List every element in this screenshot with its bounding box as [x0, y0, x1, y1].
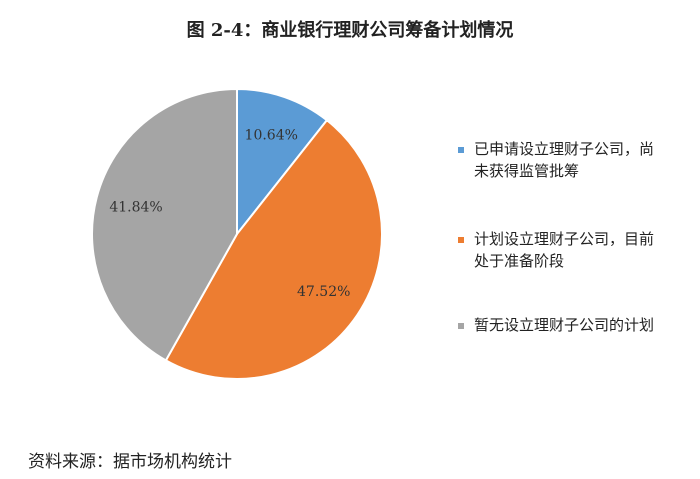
legend-label: 暂无设立理财子公司的计划 — [474, 316, 655, 334]
data-label: 41.84% — [109, 200, 162, 216]
legend-label: 已申请设立理财子公司，尚未获得监管批筹 — [474, 140, 655, 180]
pie-slice — [91, 87, 238, 362]
pie-slice — [164, 118, 383, 380]
legend-item: 暂无设立理财子公司的计划 — [458, 314, 668, 336]
legend-item: 已申请设立理财子公司，尚未获得监管批筹 — [458, 138, 668, 182]
data-label: 10.64% — [245, 127, 298, 143]
legend-key — [458, 147, 464, 153]
legend-label: 计划设立理财子公司，目前处于准备阶段 — [474, 230, 655, 270]
legend-item: 计划设立理财子公司，目前处于准备阶段 — [458, 228, 668, 272]
legend-key — [458, 323, 464, 329]
legend-key — [458, 237, 464, 243]
source-note: 资料来源：据市场机构统计 — [28, 452, 232, 472]
data-label: 47.52% — [297, 284, 350, 300]
pie-slice — [236, 87, 329, 237]
chart-title: 图 2-4：商业银行理财公司筹备计划情况 — [186, 20, 514, 41]
